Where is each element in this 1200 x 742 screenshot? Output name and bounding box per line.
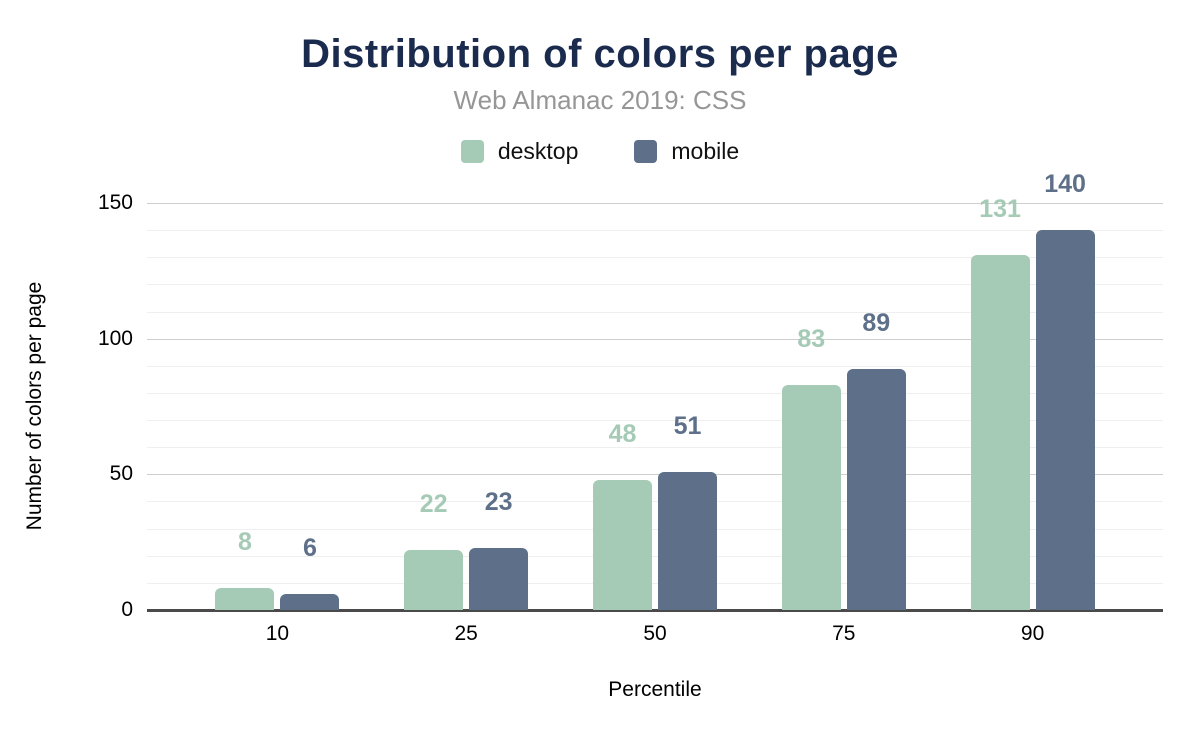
- legend-item-desktop[interactable]: desktop: [460, 137, 579, 165]
- bar-label-desktop-p25: 22: [419, 490, 448, 519]
- bar-label-mobile-p25: 23: [484, 487, 513, 516]
- bar-desktop-p25[interactable]: [404, 550, 464, 610]
- bar-mobile-p10[interactable]: [280, 593, 340, 610]
- minor-gridline-90: [147, 365, 1163, 367]
- y-axis-title: Number of colors per page: [23, 281, 46, 531]
- bar-label-desktop-p10: 8: [237, 528, 252, 557]
- plot-area: 0 50 100 150 10 8 6 25 22 23 50 48 51 75 83 89 90 131 140: [98, 170, 1163, 645]
- minor-gridline-30: [147, 528, 1163, 530]
- minor-gridline-10: [147, 582, 1163, 584]
- legend-swatch-mobile: [634, 139, 658, 163]
- bar-label-desktop-p75: 83: [797, 324, 826, 353]
- minor-gridline-20: [147, 555, 1163, 557]
- y-tick-50: 50: [109, 462, 133, 486]
- bar-desktop-p75[interactable]: [781, 384, 841, 610]
- chart-title: Distribution of colors per page: [301, 32, 899, 76]
- bar-label-mobile-p50: 51: [673, 411, 702, 440]
- major-gridline-100: [147, 338, 1163, 340]
- x-axis-line: [147, 609, 1163, 612]
- chart-subtitle: Web Almanac 2019: CSS: [453, 85, 747, 115]
- major-gridline-150: [147, 203, 1163, 204]
- minor-gridline-140: [147, 230, 1163, 232]
- x-axis-title: Percentile: [608, 678, 702, 701]
- y-tick-0: 0: [121, 598, 133, 621]
- x-tick-25: 25: [454, 622, 478, 645]
- bar-desktop-p50[interactable]: [593, 479, 652, 610]
- minor-gridline-40: [147, 501, 1163, 503]
- bar-label-mobile-p10: 6: [302, 533, 317, 562]
- minor-gridline-130: [147, 257, 1163, 259]
- legend-label-mobile: mobile: [671, 137, 740, 164]
- bar-mobile-p50[interactable]: [658, 471, 717, 610]
- bar-mobile-p25[interactable]: [469, 547, 529, 610]
- y-tick-150: 150: [97, 191, 133, 214]
- bar-mobile-p90[interactable]: [1035, 230, 1095, 610]
- x-tick-90: 90: [1020, 622, 1045, 645]
- y-tick-100: 100: [97, 326, 133, 350]
- bar-label-desktop-p90: 131: [979, 194, 1021, 223]
- bar-desktop-p90[interactable]: [970, 254, 1030, 610]
- bar-label-mobile-p75: 89: [862, 308, 891, 337]
- legend: desktop mobile: [0, 137, 1200, 165]
- legend-item-mobile[interactable]: mobile: [634, 138, 739, 165]
- minor-gridline-60: [147, 447, 1163, 449]
- bar-label-mobile-p90: 140: [1044, 170, 1086, 199]
- legend-swatch-desktop: [460, 139, 484, 163]
- major-gridline-50: [147, 474, 1163, 476]
- x-tick-50: 50: [643, 622, 667, 645]
- bar-desktop-p10[interactable]: [215, 588, 275, 610]
- bar-label-desktop-p50: 48: [608, 419, 637, 448]
- x-tick-75: 75: [832, 622, 856, 645]
- minor-gridline-80: [147, 392, 1163, 394]
- legend-label-desktop: desktop: [497, 137, 579, 164]
- x-tick-10: 10: [265, 622, 290, 645]
- minor-gridline-120: [147, 284, 1163, 286]
- minor-gridline-70: [147, 420, 1163, 422]
- bar-mobile-p75[interactable]: [846, 368, 906, 610]
- minor-gridline-110: [147, 311, 1163, 313]
